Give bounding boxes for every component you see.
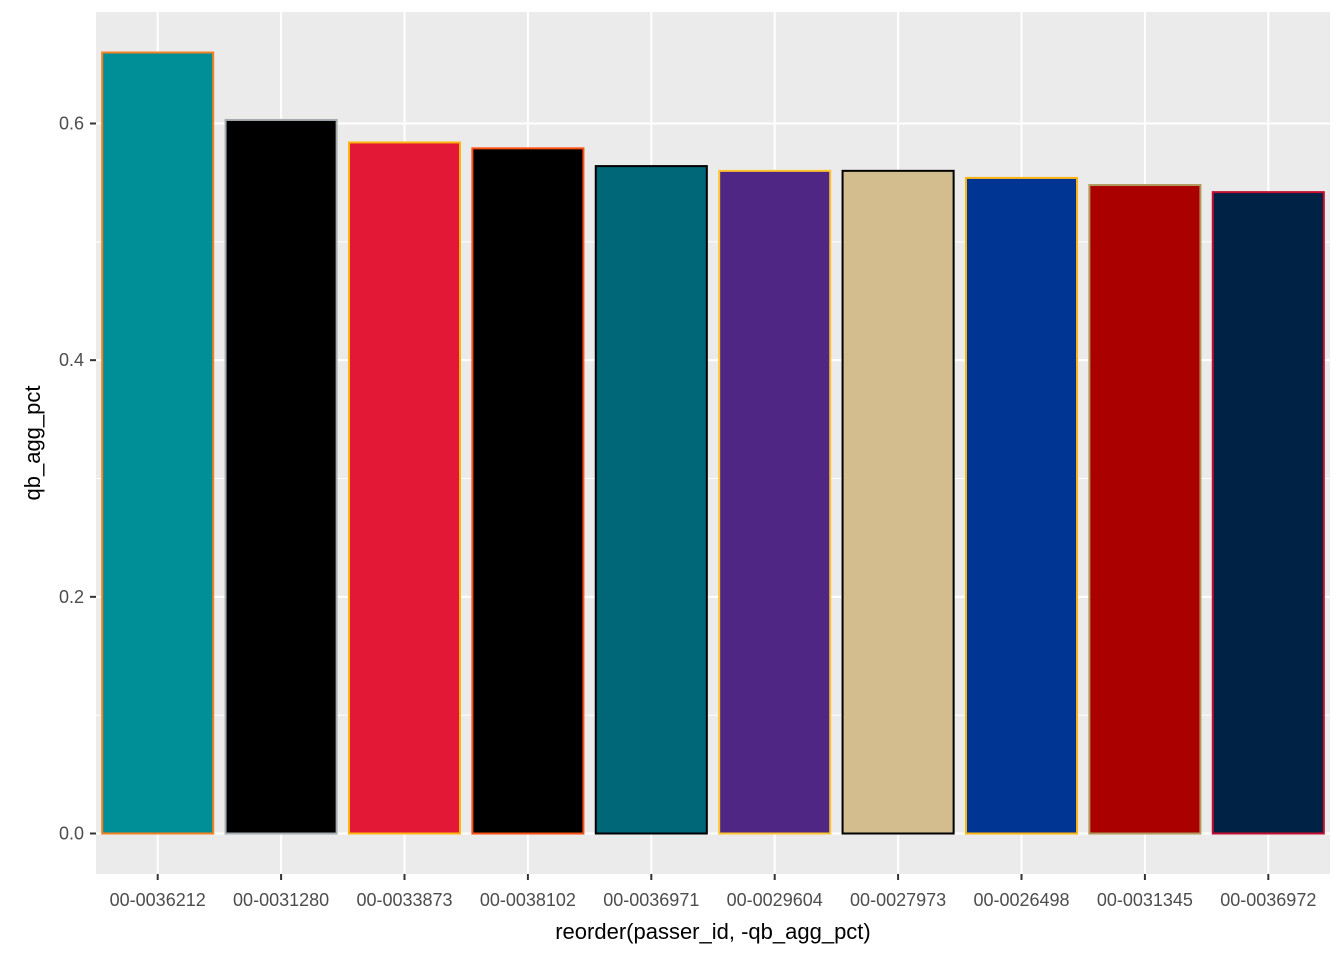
- x-tick-label: 00-0027973: [850, 890, 946, 910]
- y-tick-label: 0.4: [59, 350, 84, 370]
- x-axis: 00-0036212 00-0031280 00-0033873 00-0038102…: [110, 874, 1316, 910]
- bar-00-0026498: [964, 176, 1079, 835]
- x-axis-title: reorder(passer_id, -qb_agg_pct): [555, 919, 871, 944]
- x-tick-label: 00-0026498: [973, 890, 1069, 910]
- x-tick-label: 00-0031280: [233, 890, 329, 910]
- x-tick-label: 00-0029604: [727, 890, 823, 910]
- bar-00-0031345: [1088, 184, 1202, 835]
- bar-00-0033873: [347, 141, 462, 835]
- bar-00-0031280: [224, 118, 338, 835]
- bar-00-0027973: [841, 169, 955, 835]
- y-tick-label: 0.6: [59, 114, 84, 134]
- x-tick-label: 00-0036972: [1220, 890, 1316, 910]
- x-tick-label: 00-0031345: [1097, 890, 1193, 910]
- y-axis-title: qb_agg_pct: [20, 386, 45, 501]
- bar-00-0036212: [101, 51, 215, 835]
- y-tick-label: 0.0: [59, 824, 84, 844]
- bar-00-0038102: [471, 147, 585, 835]
- x-tick-label: 00-0038102: [480, 890, 576, 910]
- x-tick-label: 00-0036971: [603, 890, 699, 910]
- bars: [101, 51, 1325, 835]
- bar-00-0029604: [718, 169, 832, 835]
- x-tick-label: 00-0033873: [356, 890, 452, 910]
- bar-00-0036972: [1211, 191, 1325, 835]
- bar-00-0036971: [594, 165, 708, 835]
- y-tick-label: 0.2: [59, 587, 84, 607]
- y-axis: 0.0 0.2 0.4 0.6: [59, 114, 96, 844]
- x-tick-label: 00-0036212: [110, 890, 206, 910]
